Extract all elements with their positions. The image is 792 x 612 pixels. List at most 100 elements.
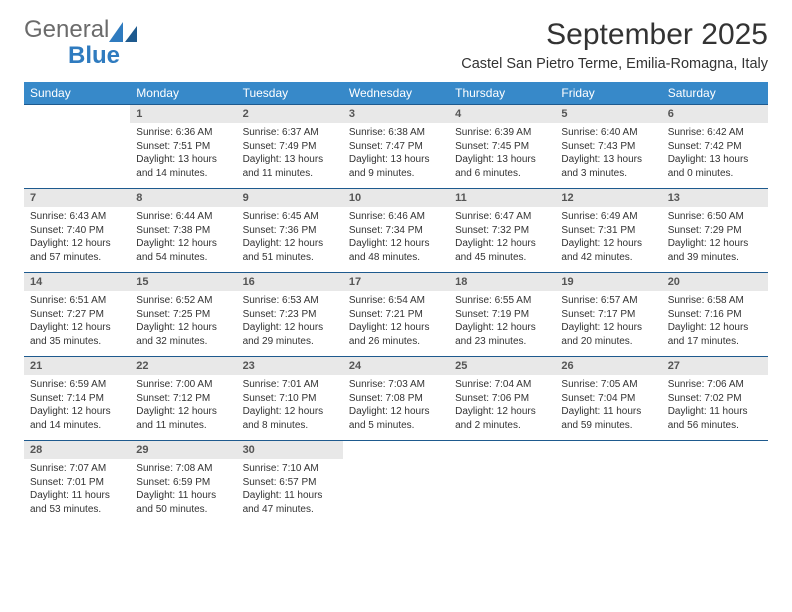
- day-line: Daylight: 11 hours: [136, 489, 230, 503]
- day-line: Sunrise: 6:49 AM: [561, 210, 655, 224]
- day-number: 5: [555, 104, 661, 123]
- day-body: Sunrise: 6:38 AMSunset: 7:47 PMDaylight:…: [343, 123, 449, 188]
- day-line: Sunset: 7:21 PM: [349, 308, 443, 322]
- weekday-header: Wednesday: [343, 82, 449, 104]
- day-number: [449, 440, 555, 459]
- day-body: Sunrise: 6:58 AMSunset: 7:16 PMDaylight:…: [662, 291, 768, 356]
- day-line: and 48 minutes.: [349, 251, 443, 265]
- day-number: 29: [130, 440, 236, 459]
- day-body: Sunrise: 6:51 AMSunset: 7:27 PMDaylight:…: [24, 291, 130, 356]
- calendar-week: 1Sunrise: 6:36 AMSunset: 7:51 PMDaylight…: [24, 104, 768, 188]
- day-body: Sunrise: 6:50 AMSunset: 7:29 PMDaylight:…: [662, 207, 768, 272]
- calendar-day: 19Sunrise: 6:57 AMSunset: 7:17 PMDayligh…: [555, 272, 661, 356]
- day-line: Daylight: 12 hours: [561, 321, 655, 335]
- day-body: Sunrise: 6:45 AMSunset: 7:36 PMDaylight:…: [237, 207, 343, 272]
- calendar-day: 16Sunrise: 6:53 AMSunset: 7:23 PMDayligh…: [237, 272, 343, 356]
- day-line: Sunset: 7:06 PM: [455, 392, 549, 406]
- day-number: 1: [130, 104, 236, 123]
- calendar-day: 2Sunrise: 6:37 AMSunset: 7:49 PMDaylight…: [237, 104, 343, 188]
- day-line: Sunset: 7:34 PM: [349, 224, 443, 238]
- day-line: Sunset: 7:45 PM: [455, 140, 549, 154]
- day-line: Sunset: 7:32 PM: [455, 224, 549, 238]
- day-line: Sunrise: 6:53 AM: [243, 294, 337, 308]
- day-line: Sunset: 7:51 PM: [136, 140, 230, 154]
- day-line: Daylight: 12 hours: [136, 237, 230, 251]
- day-body: Sunrise: 6:46 AMSunset: 7:34 PMDaylight:…: [343, 207, 449, 272]
- day-line: and 0 minutes.: [668, 167, 762, 181]
- calendar-day: 3Sunrise: 6:38 AMSunset: 7:47 PMDaylight…: [343, 104, 449, 188]
- calendar-day: 8Sunrise: 6:44 AMSunset: 7:38 PMDaylight…: [130, 188, 236, 272]
- day-line: Daylight: 12 hours: [30, 321, 124, 335]
- calendar-day: 22Sunrise: 7:00 AMSunset: 7:12 PMDayligh…: [130, 356, 236, 440]
- day-line: and 26 minutes.: [349, 335, 443, 349]
- day-line: Sunrise: 6:55 AM: [455, 294, 549, 308]
- day-number: 27: [662, 356, 768, 375]
- day-line: Sunset: 7:02 PM: [668, 392, 762, 406]
- day-body: Sunrise: 7:04 AMSunset: 7:06 PMDaylight:…: [449, 375, 555, 440]
- weekday-header: Sunday: [24, 82, 130, 104]
- day-line: and 56 minutes.: [668, 419, 762, 433]
- day-number: 28: [24, 440, 130, 459]
- calendar-day: [662, 440, 768, 524]
- day-number: 13: [662, 188, 768, 207]
- day-line: Sunset: 7:01 PM: [30, 476, 124, 490]
- day-line: Sunset: 7:38 PM: [136, 224, 230, 238]
- day-line: Sunset: 7:40 PM: [30, 224, 124, 238]
- day-body: [555, 459, 661, 515]
- day-number: 24: [343, 356, 449, 375]
- day-line: Sunrise: 6:59 AM: [30, 378, 124, 392]
- calendar-week: 28Sunrise: 7:07 AMSunset: 7:01 PMDayligh…: [24, 440, 768, 524]
- day-line: Sunrise: 7:03 AM: [349, 378, 443, 392]
- day-line: Daylight: 11 hours: [30, 489, 124, 503]
- calendar-week: 21Sunrise: 6:59 AMSunset: 7:14 PMDayligh…: [24, 356, 768, 440]
- day-line: Sunrise: 6:37 AM: [243, 126, 337, 140]
- calendar-day: 7Sunrise: 6:43 AMSunset: 7:40 PMDaylight…: [24, 188, 130, 272]
- day-line: Sunset: 7:08 PM: [349, 392, 443, 406]
- day-line: Daylight: 12 hours: [30, 237, 124, 251]
- page-title: September 2025: [461, 18, 768, 52]
- weekday-header: Thursday: [449, 82, 555, 104]
- day-body: Sunrise: 7:10 AMSunset: 6:57 PMDaylight:…: [237, 459, 343, 524]
- day-line: Daylight: 12 hours: [455, 405, 549, 419]
- calendar-day: 26Sunrise: 7:05 AMSunset: 7:04 PMDayligh…: [555, 356, 661, 440]
- day-body: Sunrise: 6:43 AMSunset: 7:40 PMDaylight:…: [24, 207, 130, 272]
- day-line: Sunset: 7:25 PM: [136, 308, 230, 322]
- day-line: Daylight: 12 hours: [349, 321, 443, 335]
- day-line: and 59 minutes.: [561, 419, 655, 433]
- calendar-day: 30Sunrise: 7:10 AMSunset: 6:57 PMDayligh…: [237, 440, 343, 524]
- day-line: Sunrise: 7:01 AM: [243, 378, 337, 392]
- day-line: and 54 minutes.: [136, 251, 230, 265]
- day-line: and 8 minutes.: [243, 419, 337, 433]
- calendar-day: [449, 440, 555, 524]
- day-line: Daylight: 13 hours: [561, 153, 655, 167]
- day-body: Sunrise: 6:42 AMSunset: 7:42 PMDaylight:…: [662, 123, 768, 188]
- day-line: Daylight: 13 hours: [136, 153, 230, 167]
- day-body: Sunrise: 7:08 AMSunset: 6:59 PMDaylight:…: [130, 459, 236, 524]
- calendar-day: 21Sunrise: 6:59 AMSunset: 7:14 PMDayligh…: [24, 356, 130, 440]
- day-line: Sunrise: 7:04 AM: [455, 378, 549, 392]
- day-line: Daylight: 12 hours: [349, 237, 443, 251]
- day-number: [662, 440, 768, 459]
- day-line: Daylight: 12 hours: [136, 405, 230, 419]
- day-body: Sunrise: 6:57 AMSunset: 7:17 PMDaylight:…: [555, 291, 661, 356]
- day-number: 18: [449, 272, 555, 291]
- day-number: 21: [24, 356, 130, 375]
- calendar-day: 23Sunrise: 7:01 AMSunset: 7:10 PMDayligh…: [237, 356, 343, 440]
- day-line: Sunrise: 7:08 AM: [136, 462, 230, 476]
- day-line: Sunset: 7:23 PM: [243, 308, 337, 322]
- day-line: and 57 minutes.: [30, 251, 124, 265]
- day-line: Daylight: 12 hours: [561, 237, 655, 251]
- day-line: and 11 minutes.: [243, 167, 337, 181]
- calendar-day: 24Sunrise: 7:03 AMSunset: 7:08 PMDayligh…: [343, 356, 449, 440]
- day-line: Daylight: 13 hours: [243, 153, 337, 167]
- day-line: and 5 minutes.: [349, 419, 443, 433]
- day-number: 4: [449, 104, 555, 123]
- calendar-day: 20Sunrise: 6:58 AMSunset: 7:16 PMDayligh…: [662, 272, 768, 356]
- weekday-header: Friday: [555, 82, 661, 104]
- day-line: Sunrise: 6:43 AM: [30, 210, 124, 224]
- day-line: Sunrise: 7:05 AM: [561, 378, 655, 392]
- day-number: 6: [662, 104, 768, 123]
- day-number: 25: [449, 356, 555, 375]
- day-body: Sunrise: 6:59 AMSunset: 7:14 PMDaylight:…: [24, 375, 130, 440]
- day-line: Sunset: 7:47 PM: [349, 140, 443, 154]
